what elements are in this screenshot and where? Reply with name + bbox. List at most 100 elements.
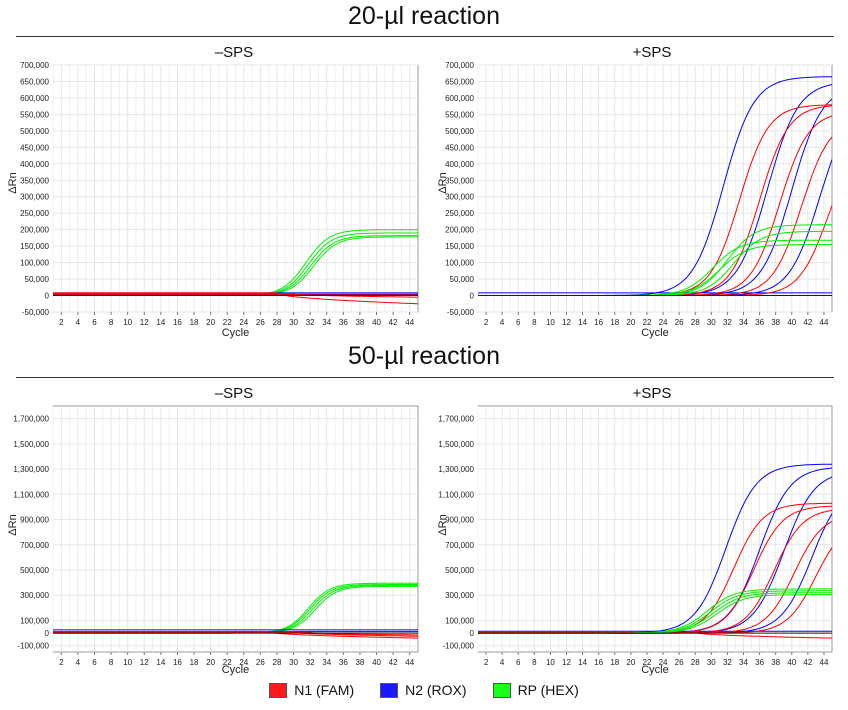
y-tick-label: 700,000 — [445, 541, 474, 550]
y-tick-label: 300,000 — [445, 193, 474, 202]
series-line-n1 — [53, 292, 418, 305]
section-divider-20ul — [16, 36, 834, 37]
x-tick-label: 8 — [532, 318, 537, 327]
y-tick-label: 350,000 — [20, 176, 49, 185]
x-axis-label: Cycle — [222, 327, 250, 339]
grid — [477, 64, 832, 313]
x-tick-label: 44 — [405, 318, 414, 327]
y-tick-label: 200,000 — [20, 226, 49, 235]
x-tick-label: 22 — [223, 318, 232, 327]
series-line-n1 — [53, 293, 418, 298]
chart-title-20ul-minus-sps: –SPS — [214, 44, 254, 61]
x-tick-label: 26 — [675, 318, 684, 327]
y-tick-label: 0 — [45, 629, 50, 638]
x-tick-label: 8 — [109, 658, 114, 667]
y-tick-label: 550,000 — [20, 110, 49, 119]
x-tick-label: 2 — [59, 658, 64, 667]
x-tick-label: 6 — [92, 658, 97, 667]
x-tick-label: 34 — [739, 658, 748, 667]
x-tick-label: 6 — [516, 318, 521, 327]
section-title-50ul: 50-µl reaction — [348, 342, 500, 370]
x-tick-label: 14 — [156, 658, 165, 667]
y-tick-label: -100,000 — [17, 642, 49, 651]
x-tick-label: 6 — [516, 658, 521, 667]
x-tick-label: 30 — [289, 658, 298, 667]
y-tick-label: 650,000 — [445, 77, 474, 86]
x-tick-label: 44 — [820, 318, 829, 327]
x-tick-label: 16 — [594, 658, 603, 667]
x-tick-label: 42 — [803, 658, 812, 667]
x-tick-label: 4 — [76, 318, 81, 327]
y-tick-label: 1,500,000 — [13, 440, 49, 449]
x-tick-label: 32 — [306, 318, 315, 327]
legend-item-rp: RP (HEX) — [492, 682, 579, 698]
x-tick-label: 36 — [339, 318, 348, 327]
grid — [52, 406, 418, 652]
x-tick-label: 4 — [76, 658, 81, 667]
x-tick-label: 22 — [643, 658, 652, 667]
x-tick-label: 32 — [723, 318, 732, 327]
legend-item-n2: N2 (ROX) — [380, 682, 467, 698]
x-tick-label: 30 — [707, 318, 716, 327]
x-tick-label: 20 — [626, 658, 635, 667]
y-tick-label: 350,000 — [445, 176, 474, 185]
y-tick-label: 1,300,000 — [13, 465, 49, 474]
y-tick-label: 700,000 — [20, 541, 49, 550]
section-divider-50ul — [16, 377, 834, 378]
y-axis-label: ΔRn — [7, 514, 19, 535]
y-tick-label: 0 — [470, 292, 475, 301]
x-tick-label: 38 — [771, 658, 780, 667]
x-tick-label: 12 — [140, 658, 149, 667]
chart-title-50ul-minus-sps: –SPS — [214, 385, 254, 402]
legend-swatch-n1 — [269, 682, 288, 698]
y-tick-label: 400,000 — [445, 160, 474, 169]
x-tick-label: 12 — [562, 658, 571, 667]
x-tick-label: 8 — [532, 658, 537, 667]
y-tick-label: 1,300,000 — [438, 465, 474, 474]
x-tick-label: 18 — [190, 658, 199, 667]
legend-item-n1: N1 (FAM) — [269, 682, 354, 698]
x-tick-label: 34 — [322, 658, 331, 667]
y-tick-label: 100,000 — [20, 616, 49, 625]
legend-label-n2: N2 (ROX) — [405, 682, 467, 698]
x-tick-label: 20 — [626, 318, 635, 327]
y-tick-label: 500,000 — [20, 127, 49, 136]
x-tick-label: 28 — [691, 318, 700, 327]
y-tick-label: 500,000 — [445, 566, 474, 575]
x-tick-label: 14 — [578, 658, 587, 667]
y-tick-label: 400,000 — [20, 160, 49, 169]
x-axis-label: Cycle — [641, 327, 669, 339]
x-tick-label: 16 — [173, 658, 182, 667]
x-tick-label: 18 — [190, 318, 199, 327]
x-tick-label: 10 — [546, 658, 555, 667]
x-tick-label: 34 — [739, 318, 748, 327]
y-tick-label: 550,000 — [445, 110, 474, 119]
y-tick-label: 900,000 — [445, 516, 474, 525]
x-tick-label: 10 — [546, 318, 555, 327]
x-tick-label: 42 — [389, 318, 398, 327]
legend-swatch-n2 — [380, 682, 399, 698]
x-tick-label: 24 — [239, 658, 248, 667]
x-tick-label: 10 — [123, 658, 132, 667]
x-tick-label: 40 — [372, 318, 381, 327]
x-tick-label: 22 — [223, 658, 232, 667]
x-tick-label: 40 — [372, 658, 381, 667]
x-tick-label: 40 — [787, 318, 796, 327]
y-tick-label: 100,000 — [445, 616, 474, 625]
y-tick-label: 150,000 — [20, 242, 49, 251]
x-tick-label: 42 — [803, 318, 812, 327]
x-tick-label: 26 — [675, 658, 684, 667]
x-tick-label: 26 — [256, 658, 265, 667]
x-tick-label: 42 — [389, 658, 398, 667]
y-tick-label: 50,000 — [25, 275, 50, 284]
x-tick-label: 38 — [355, 658, 364, 667]
y-tick-label: 600,000 — [445, 94, 474, 103]
x-tick-label: 14 — [578, 318, 587, 327]
y-tick-label: -50,000 — [22, 308, 50, 317]
y-tick-label: 500,000 — [20, 566, 49, 575]
x-tick-label: 26 — [256, 318, 265, 327]
y-tick-label: 1,500,000 — [438, 440, 474, 449]
